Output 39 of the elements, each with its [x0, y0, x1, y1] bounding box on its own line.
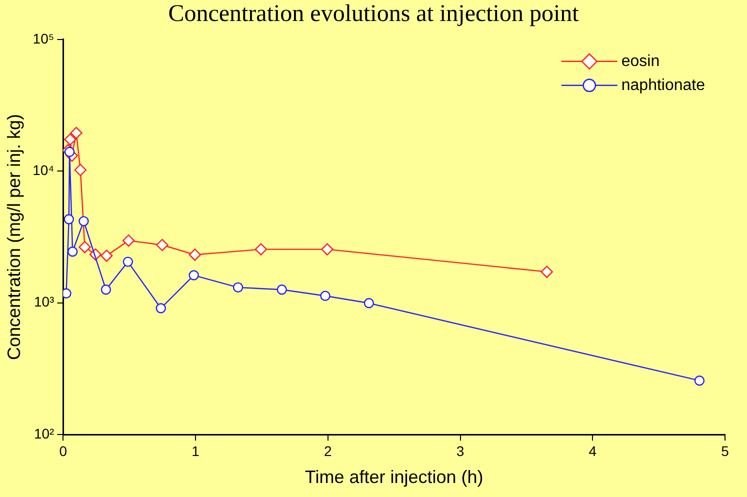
- point: [156, 238, 168, 252]
- x-tick-label: 4: [588, 442, 597, 459]
- x-axis-title: Time after injection (h): [304, 467, 484, 488]
- point: [254, 243, 268, 256]
- legend-label: eosin: [621, 52, 660, 70]
- x-tick-label: 3: [456, 442, 464, 459]
- x-tick-label: 2: [324, 442, 332, 459]
- point: [540, 266, 553, 278]
- x-tick-label: 0: [59, 442, 68, 459]
- point: [694, 376, 705, 386]
- x-tick-label: 5: [721, 442, 730, 459]
- point: [100, 250, 113, 262]
- point: [78, 216, 89, 226]
- chart-title: Concentration evolutions at injection point: [167, 0, 580, 28]
- point: [232, 282, 244, 293]
- y-tick-label: 10²: [34, 425, 55, 442]
- point: [122, 234, 135, 247]
- point: [156, 303, 166, 314]
- point: [64, 133, 76, 146]
- y-tick-label: 10⁴: [32, 162, 54, 178]
- point: [74, 164, 86, 176]
- point: [320, 290, 330, 301]
- point: [67, 246, 78, 257]
- legend-label: naphtionate: [621, 76, 706, 94]
- point: [100, 284, 112, 295]
- point: [188, 270, 199, 280]
- point: [122, 256, 134, 267]
- x-tick-label: 1: [192, 442, 200, 459]
- point: [64, 146, 75, 157]
- point: [78, 241, 91, 254]
- point: [188, 248, 201, 261]
- y-tick-label: 10⁵: [32, 30, 54, 46]
- point: [276, 284, 287, 295]
- y-tick-label: 10³: [34, 294, 55, 310]
- point: [364, 298, 374, 308]
- y-axis-title: Concentration (mg/l per inj. kg): [4, 114, 24, 360]
- point: [321, 243, 334, 256]
- point: [70, 126, 82, 140]
- point: [64, 214, 74, 224]
